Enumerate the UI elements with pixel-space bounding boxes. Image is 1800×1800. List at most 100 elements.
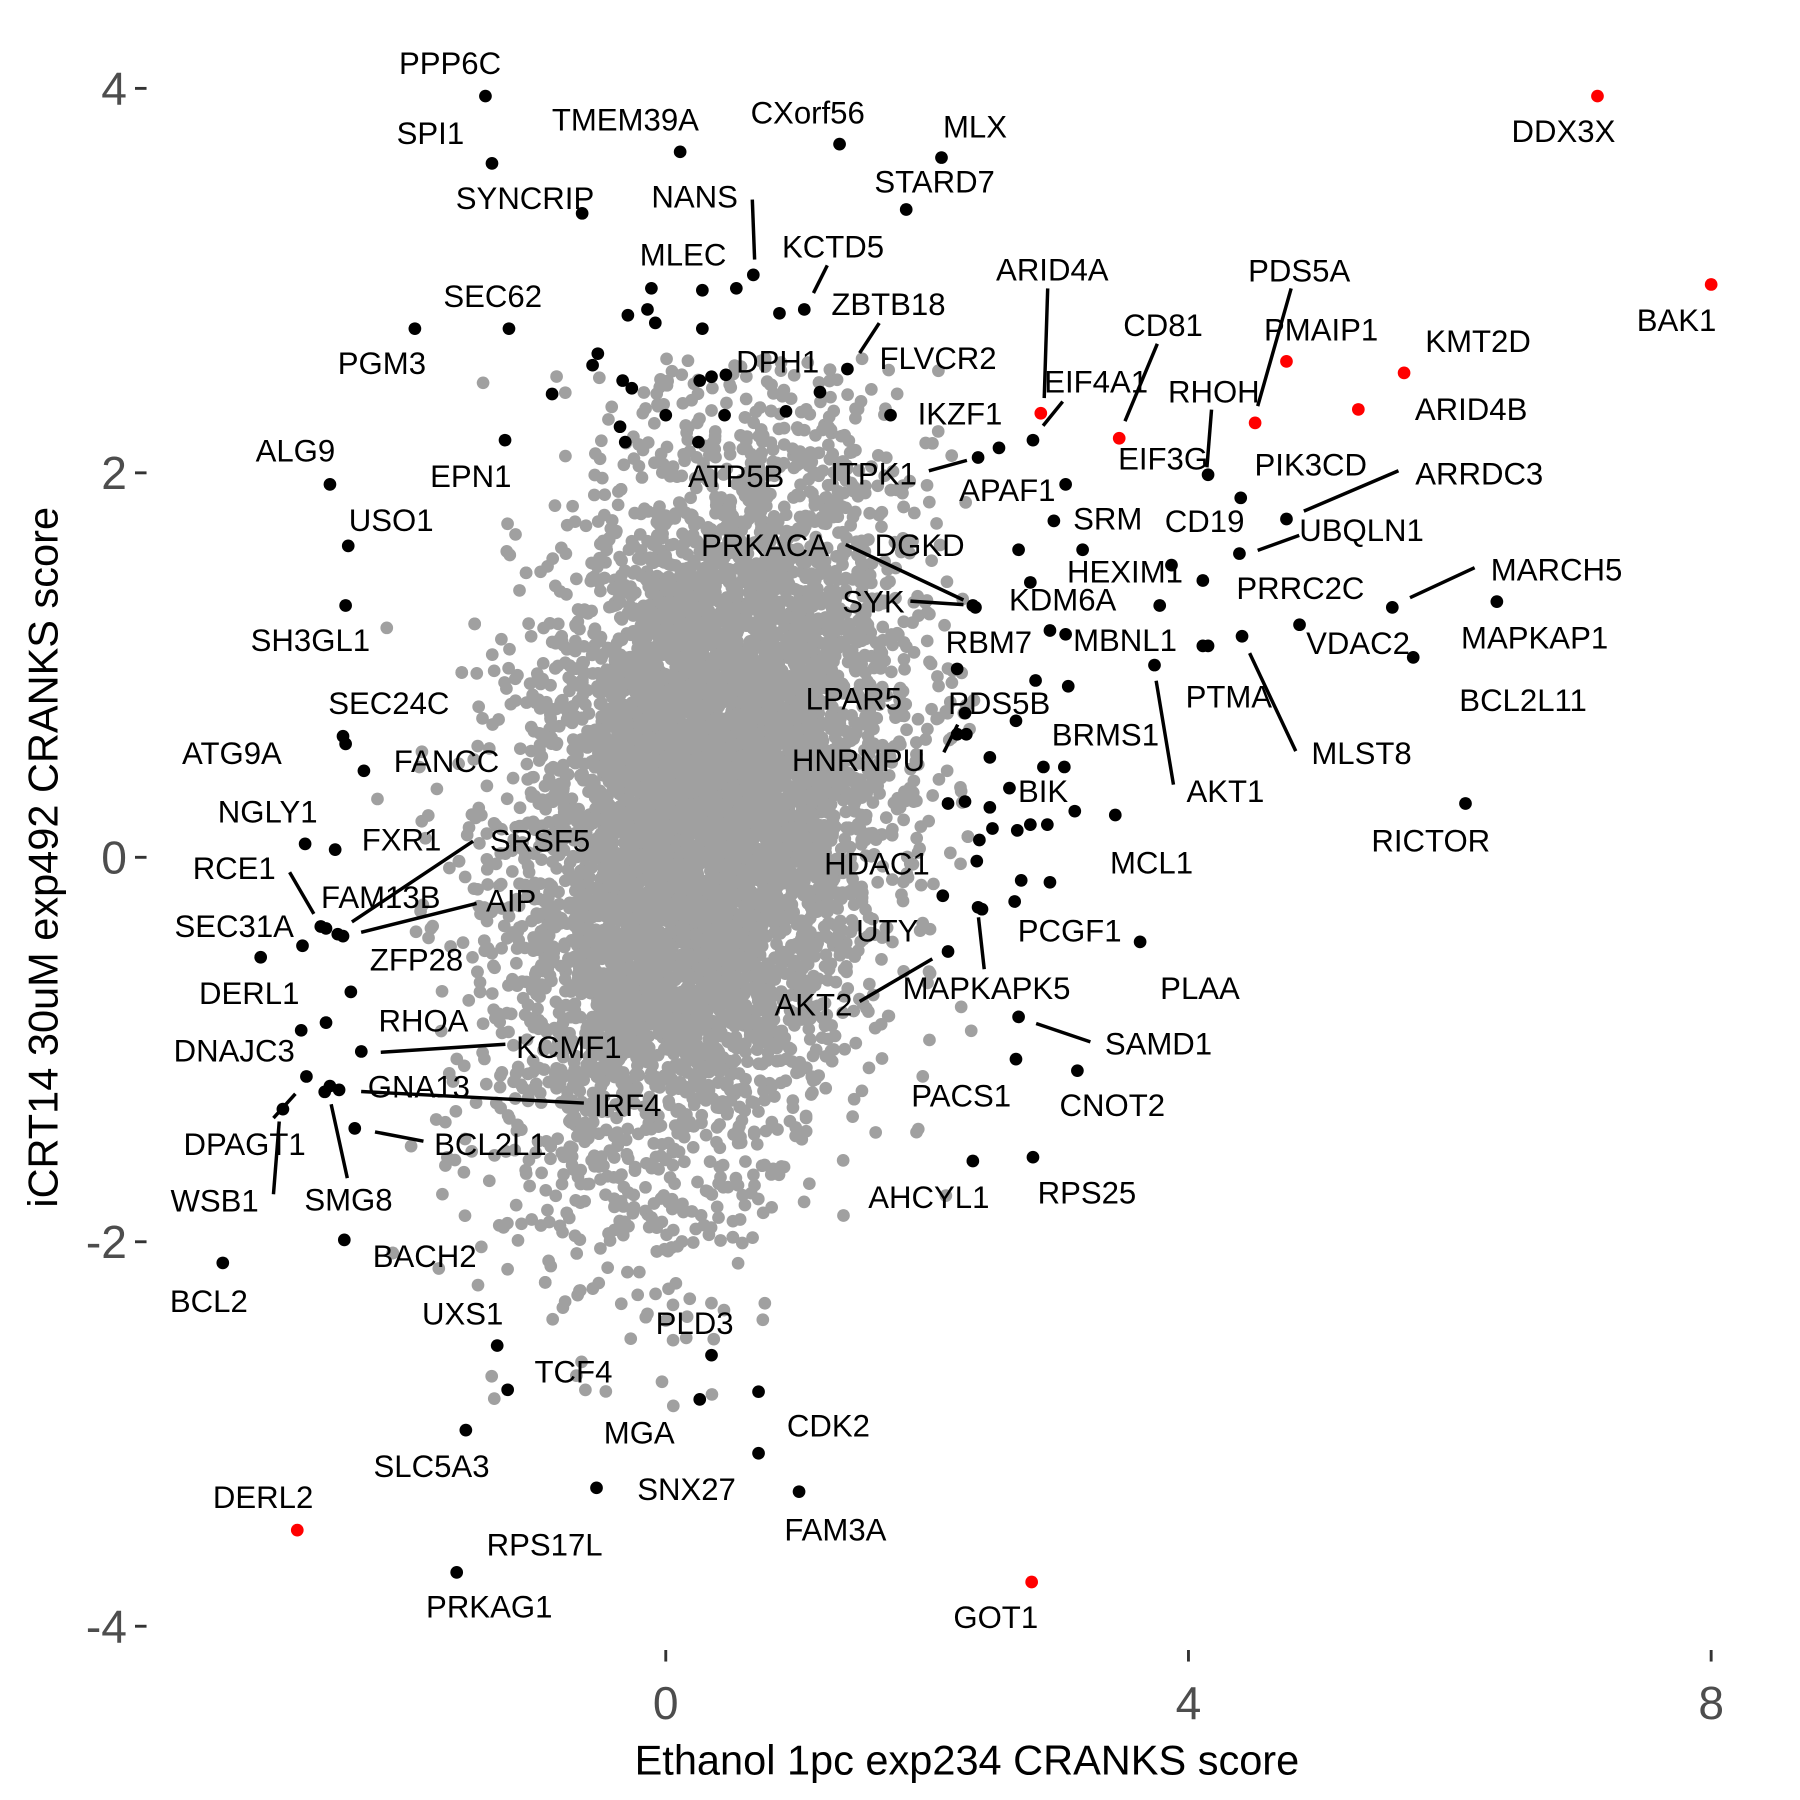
background-point	[954, 1000, 968, 1014]
background-point	[474, 1240, 488, 1254]
background-point	[424, 922, 438, 935]
background-point	[611, 498, 625, 512]
background-point	[520, 757, 534, 771]
background-point	[786, 1101, 800, 1114]
background-point	[558, 386, 572, 400]
background-point	[594, 1242, 607, 1255]
background-point	[371, 792, 384, 806]
background-point	[509, 528, 522, 541]
background-point	[699, 1128, 713, 1142]
background-point	[706, 381, 719, 395]
background-point	[794, 405, 808, 419]
background-point	[914, 820, 928, 833]
background-point	[686, 1236, 700, 1249]
background-point	[739, 392, 753, 406]
background-point	[865, 383, 878, 396]
background-point	[712, 1211, 725, 1224]
background-point	[660, 1228, 673, 1242]
background-point	[855, 352, 869, 366]
background-point	[507, 1038, 520, 1052]
background-point	[465, 1145, 479, 1158]
background-point	[746, 1231, 759, 1244]
background-point	[639, 1310, 653, 1324]
background-point	[546, 552, 560, 565]
background-point	[579, 1383, 592, 1397]
background-point	[862, 533, 875, 546]
background-point	[539, 1183, 553, 1197]
background-point	[599, 1188, 612, 1202]
background-point	[550, 862, 564, 875]
background-point	[617, 458, 631, 472]
background-point	[598, 488, 612, 502]
background-point	[852, 464, 866, 477]
background-point	[636, 406, 650, 420]
background-point	[751, 1192, 765, 1206]
background-point	[492, 713, 505, 726]
background-point	[503, 642, 516, 656]
background-point	[466, 950, 479, 964]
background-point	[666, 1399, 680, 1413]
background-point	[485, 1369, 499, 1383]
background-point	[511, 668, 524, 682]
background-point	[471, 1278, 485, 1292]
background-point	[911, 712, 925, 726]
background-point	[549, 995, 563, 1009]
background-point	[511, 1234, 525, 1247]
background-point	[498, 676, 511, 689]
background-point	[549, 1189, 563, 1203]
background-point	[601, 1261, 615, 1275]
background-point	[926, 789, 940, 802]
background-point	[456, 936, 470, 949]
background-point	[879, 811, 893, 824]
background-point	[482, 742, 496, 755]
background-point	[535, 1166, 548, 1180]
background-point	[869, 1126, 883, 1139]
background-point	[875, 1052, 889, 1065]
background-point	[592, 1127, 606, 1141]
background-point	[940, 575, 954, 589]
background-point	[921, 722, 934, 736]
background-point	[570, 1369, 583, 1382]
background-point	[686, 1140, 700, 1154]
background-point	[458, 870, 472, 884]
background-point	[500, 931, 514, 945]
background-point	[886, 638, 899, 652]
background-point	[705, 404, 718, 417]
background-point	[487, 959, 500, 973]
background-point	[723, 441, 736, 454]
background-point	[851, 402, 865, 416]
background-point	[910, 831, 924, 845]
background-point	[436, 1187, 449, 1201]
background-point	[863, 506, 877, 520]
background-point	[452, 757, 465, 771]
background-point	[546, 1312, 560, 1326]
background-point	[713, 1118, 726, 1131]
background-point	[449, 1104, 463, 1118]
background-point	[926, 436, 939, 450]
background-point	[495, 632, 508, 646]
background-point	[519, 1163, 533, 1177]
background-point	[557, 701, 571, 715]
background-point	[570, 662, 583, 676]
background-point	[534, 565, 547, 579]
background-point	[876, 859, 890, 873]
background-point	[509, 694, 522, 708]
background-point	[655, 466, 669, 479]
background-point	[666, 460, 680, 473]
background-point	[544, 1259, 558, 1273]
background-point	[594, 1173, 607, 1186]
background-point	[660, 352, 673, 366]
background-point	[558, 1295, 572, 1308]
background-point	[940, 764, 954, 778]
background-point	[705, 1388, 719, 1401]
background-point	[559, 449, 572, 463]
background-point	[487, 1392, 501, 1405]
background-point	[556, 1225, 569, 1239]
background-point	[430, 782, 444, 796]
background-point	[485, 648, 499, 661]
background-point	[473, 976, 487, 989]
background-point	[866, 796, 880, 809]
background-point	[802, 1022, 816, 1036]
background-point	[579, 519, 593, 533]
